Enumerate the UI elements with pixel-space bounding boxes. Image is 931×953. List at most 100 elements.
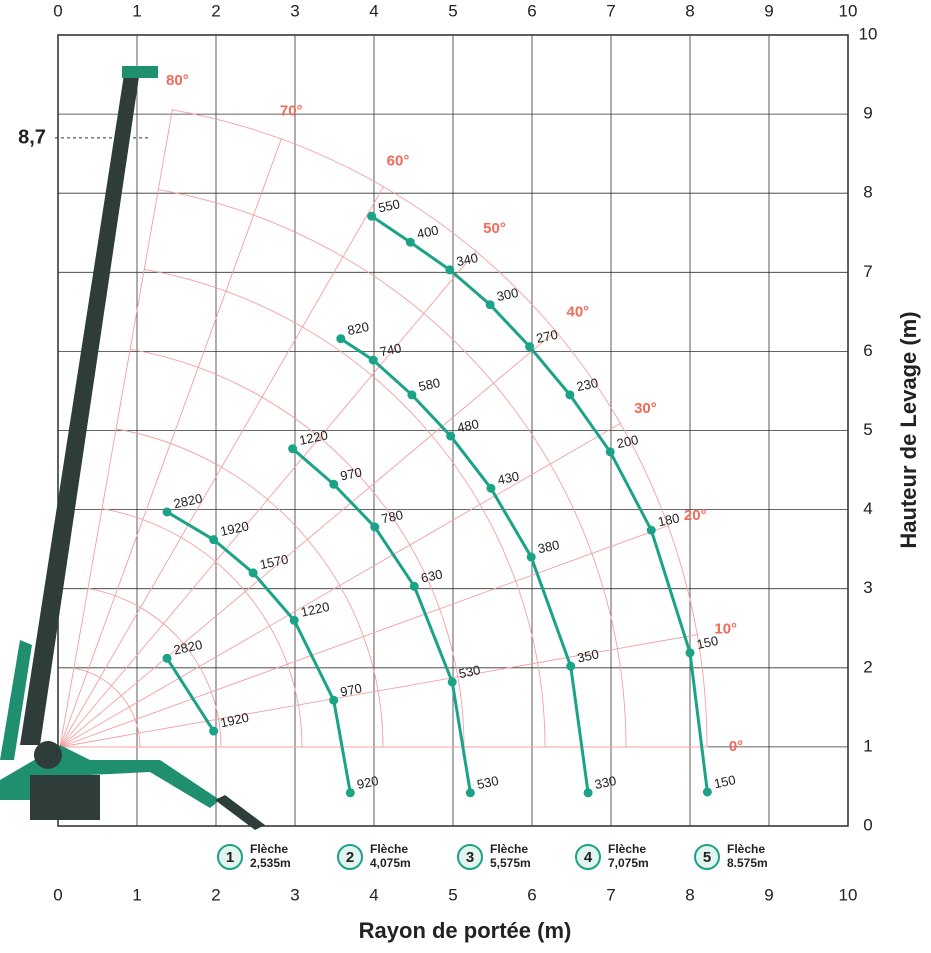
- load-point: [209, 535, 219, 545]
- angle-line: [59, 330, 557, 748]
- x-tick-label: 4: [369, 885, 378, 904]
- y-tick-label: 2: [863, 657, 872, 676]
- load-label: 480: [456, 416, 480, 435]
- legend-length: 7,075m: [608, 856, 649, 870]
- load-point: [447, 677, 457, 687]
- legend-length: 5,575m: [490, 856, 531, 870]
- load-label: 780: [380, 507, 404, 526]
- x-tick-label: 9: [764, 1, 773, 20]
- load-label: 330: [593, 773, 617, 792]
- legend-name: Flèche: [490, 842, 528, 856]
- legend-name: Flèche: [370, 842, 408, 856]
- load-label: 340: [455, 250, 479, 269]
- legend-id: 1: [226, 849, 234, 866]
- load-label: 820: [346, 319, 370, 338]
- load-point: [583, 788, 593, 798]
- x-tick-label: 0: [53, 1, 62, 20]
- load-point: [485, 300, 495, 310]
- angle-line: [59, 250, 477, 748]
- load-label: 530: [476, 773, 500, 792]
- crane: [0, 66, 265, 830]
- x-tick-label: 8: [685, 885, 694, 904]
- load-point: [646, 525, 656, 535]
- load-point: [162, 653, 172, 663]
- load-label: 2820: [172, 637, 203, 658]
- load-label: 970: [339, 680, 363, 699]
- load-label: 630: [420, 566, 444, 585]
- load-point: [368, 355, 378, 365]
- legend-badge: [694, 844, 720, 870]
- load-point: [289, 615, 299, 625]
- angle-grid: 0° 10° 20° 30° 40° 50° 60° 70° 80°: [59, 72, 743, 755]
- legend-id: 4: [584, 849, 593, 866]
- load-point: [465, 788, 475, 798]
- load-point: [446, 431, 456, 441]
- y-tick-label: 7: [863, 262, 872, 281]
- load-label: 150: [713, 772, 737, 791]
- boom-curve: [291, 447, 472, 794]
- load-label: 230: [575, 375, 599, 394]
- load-point: [525, 342, 535, 352]
- load-point: [370, 522, 380, 532]
- load-point: [336, 334, 346, 344]
- legend-name: Flèche: [250, 842, 288, 856]
- x-tick-label: 7: [606, 1, 615, 20]
- load-label: 1920: [219, 518, 250, 539]
- load-point: [526, 552, 536, 562]
- boom-curve: [166, 510, 352, 794]
- legend-id: 2: [346, 849, 354, 866]
- x-tick-label: 10: [839, 1, 858, 20]
- angle-line: [59, 108, 173, 748]
- y-tick-label: 6: [863, 341, 872, 360]
- angle-line: [59, 185, 385, 748]
- load-label: 550: [377, 196, 401, 215]
- load-point: [685, 648, 695, 658]
- x-tick-label: 3: [290, 885, 299, 904]
- load-label: 1220: [299, 599, 330, 620]
- angle-label: 40°: [567, 303, 590, 320]
- load-point: [702, 787, 712, 797]
- load-label: 920: [356, 773, 380, 792]
- load-label: 350: [576, 646, 600, 665]
- load-point: [409, 581, 419, 591]
- load-label: 180: [657, 510, 681, 529]
- x-tick-label: 1: [132, 885, 141, 904]
- load-point: [329, 695, 339, 705]
- x-tick-label: 8: [685, 1, 694, 20]
- angle-label: 10°: [714, 621, 737, 638]
- angle-label: 0°: [729, 738, 743, 755]
- load-label: 1570: [258, 551, 289, 572]
- x-tick-label: 4: [369, 1, 378, 20]
- legend-length: 4,075m: [370, 856, 411, 870]
- load-label: 1920: [219, 710, 250, 731]
- y-tick-label: 9: [863, 104, 872, 123]
- legend-badge: [457, 844, 483, 870]
- x-axis-title: Rayon de portée (m): [359, 918, 572, 943]
- load-point: [367, 211, 377, 221]
- angle-label: 20°: [684, 507, 707, 524]
- y-tick-label: 4: [863, 499, 872, 518]
- x-tick-label: 1: [132, 1, 141, 20]
- load-point: [605, 447, 615, 457]
- boom-curve: [339, 337, 590, 793]
- angle-line: [59, 422, 622, 748]
- load-point: [566, 661, 576, 671]
- load-label: 270: [535, 327, 559, 346]
- load-label: 970: [339, 464, 363, 483]
- angle-line: [59, 634, 699, 748]
- load-label: 430: [496, 468, 520, 487]
- x-tick-label: 6: [527, 1, 536, 20]
- x-tick-label: 5: [448, 885, 457, 904]
- legend-length: 8.575m: [727, 856, 768, 870]
- load-label: 200: [615, 432, 639, 451]
- load-point: [345, 788, 355, 798]
- angle-label: 80°: [166, 72, 189, 89]
- load-point: [405, 237, 415, 247]
- load-label: 300: [495, 285, 519, 304]
- y-tick-label: 10: [859, 24, 878, 43]
- legend-length: 2,535m: [250, 856, 291, 870]
- y-tick-label: 3: [863, 578, 872, 597]
